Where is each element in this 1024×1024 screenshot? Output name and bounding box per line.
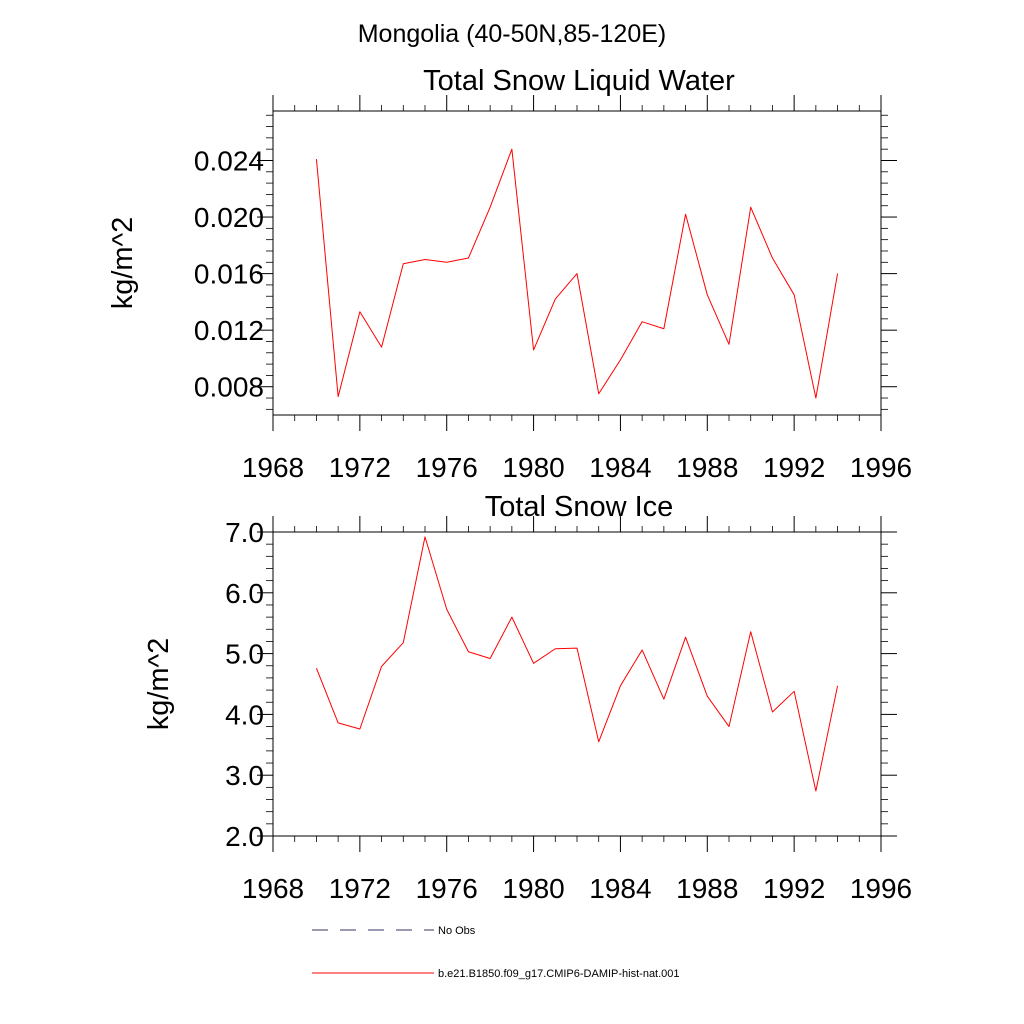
legend-label-model: b.e21.B1850.f09_g17.CMIP6-DAMIP-hist-nat…: [438, 968, 680, 980]
chart1-xtick-label-1972: 1972: [329, 452, 391, 483]
panel-total-snow-ice: Total Snow Ice kg/m^2 1968 1972 1976 1980 1984…: [143, 491, 912, 904]
chart1-xtick-label-1968: 1968: [242, 452, 304, 483]
chart1-ytick-label-0-012: 0.012: [194, 315, 264, 346]
chart1-ytick-label-0-008: 0.008: [194, 372, 264, 403]
chart2-ytick-label-7-0: 7.0: [225, 517, 264, 548]
chart1-xtick-label-1988: 1988: [676, 452, 738, 483]
chart1-xtick-label-1984: 1984: [589, 452, 651, 483]
chart2-xtick-label-1968: 1968: [242, 873, 304, 904]
chart2-ytick-label-5-0: 5.0: [225, 639, 264, 670]
chart2-xtick-label-1992: 1992: [763, 873, 825, 904]
chart2-ytick-label-2-0: 2.0: [225, 821, 264, 852]
chart1-xtick-label-1992: 1992: [763, 452, 825, 483]
chart2-xtick-label-1988: 1988: [676, 873, 738, 904]
chart2-ytick-label-6-0: 6.0: [225, 578, 264, 609]
chart1-ylabel: kg/m^2: [107, 217, 139, 310]
chart2-ytick-label-4-0: 4.0: [225, 699, 264, 730]
chart2-series-line-1: [315, 536, 839, 792]
chart2-plot-frame: [272, 531, 882, 837]
chart2-xtick-label-1972: 1972: [329, 873, 391, 904]
chart2-xtick-label-1980: 1980: [502, 873, 564, 904]
chart2-xtick-label-1996: 1996: [850, 873, 912, 904]
chart1-plot-frame: [272, 110, 882, 416]
chart2-xtick-label-1984: 1984: [589, 873, 651, 904]
figure-title: Mongolia (40-50N,85-120E): [358, 20, 667, 48]
chart1-ytick-label-0-020: 0.020: [194, 202, 264, 233]
chart2-title: Total Snow Ice: [485, 491, 674, 523]
panel-total-snow-liquid-water: Total Snow Liquid Water kg/m^2 1968 1972 197…: [107, 65, 912, 483]
chart1-ytick-label-0-024: 0.024: [194, 145, 264, 176]
chart1-title: Total Snow Liquid Water: [423, 65, 735, 97]
chart1-xtick-label-1996: 1996: [850, 452, 912, 483]
chart1-xtick-label-1980: 1980: [502, 452, 564, 483]
chart2-xtick-label-1976: 1976: [416, 873, 478, 904]
chart1-ytick-label-0-016: 0.016: [194, 259, 264, 290]
chart1-xtick-label-1976: 1976: [416, 452, 478, 483]
legend-label-no-obs: No Obs: [438, 925, 476, 937]
chart1-series-line-1: [315, 148, 839, 399]
chart2-ytick-label-3-0: 3.0: [225, 760, 264, 791]
chart2-ylabel: kg/m^2: [143, 638, 175, 731]
legend: No Obs b.e21.B1850.f09_g17.CMIP6-DAMIP-h…: [312, 925, 680, 980]
